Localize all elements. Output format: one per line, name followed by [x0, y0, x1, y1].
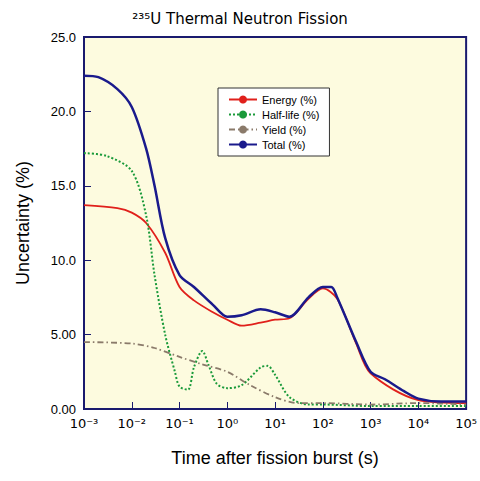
svg-text:Half-life (%): Half-life (%)	[262, 109, 319, 121]
svg-text:10³: 10³	[360, 416, 382, 431]
svg-text:Energy (%): Energy (%)	[262, 94, 317, 106]
svg-text:0.00: 0.00	[51, 402, 76, 417]
svg-text:15.0: 15.0	[51, 178, 76, 193]
svg-text:Yield (%): Yield (%)	[262, 124, 306, 136]
svg-text:10⁰: 10⁰	[216, 416, 238, 431]
svg-text:5.00: 5.00	[51, 327, 76, 342]
svg-text:10⁻²: 10⁻²	[117, 416, 146, 431]
svg-text:10⁵: 10⁵	[455, 416, 477, 431]
svg-text:Total (%): Total (%)	[262, 139, 305, 151]
svg-text:²³⁵U Thermal Neutron Fission: ²³⁵U Thermal Neutron Fission	[132, 10, 348, 28]
svg-text:10.0: 10.0	[51, 253, 76, 268]
svg-text:10⁴: 10⁴	[407, 416, 429, 431]
svg-text:20.0: 20.0	[51, 104, 76, 119]
svg-text:10²: 10²	[312, 416, 334, 431]
svg-text:Time after fission burst (s): Time after fission burst (s)	[171, 448, 378, 468]
svg-text:25.0: 25.0	[51, 30, 76, 45]
svg-text:10⁻¹: 10⁻¹	[165, 416, 194, 431]
svg-text:10¹: 10¹	[264, 416, 286, 431]
svg-text:Uncertainty (%): Uncertainty (%)	[13, 161, 33, 285]
svg-text:10⁻³: 10⁻³	[70, 416, 99, 431]
